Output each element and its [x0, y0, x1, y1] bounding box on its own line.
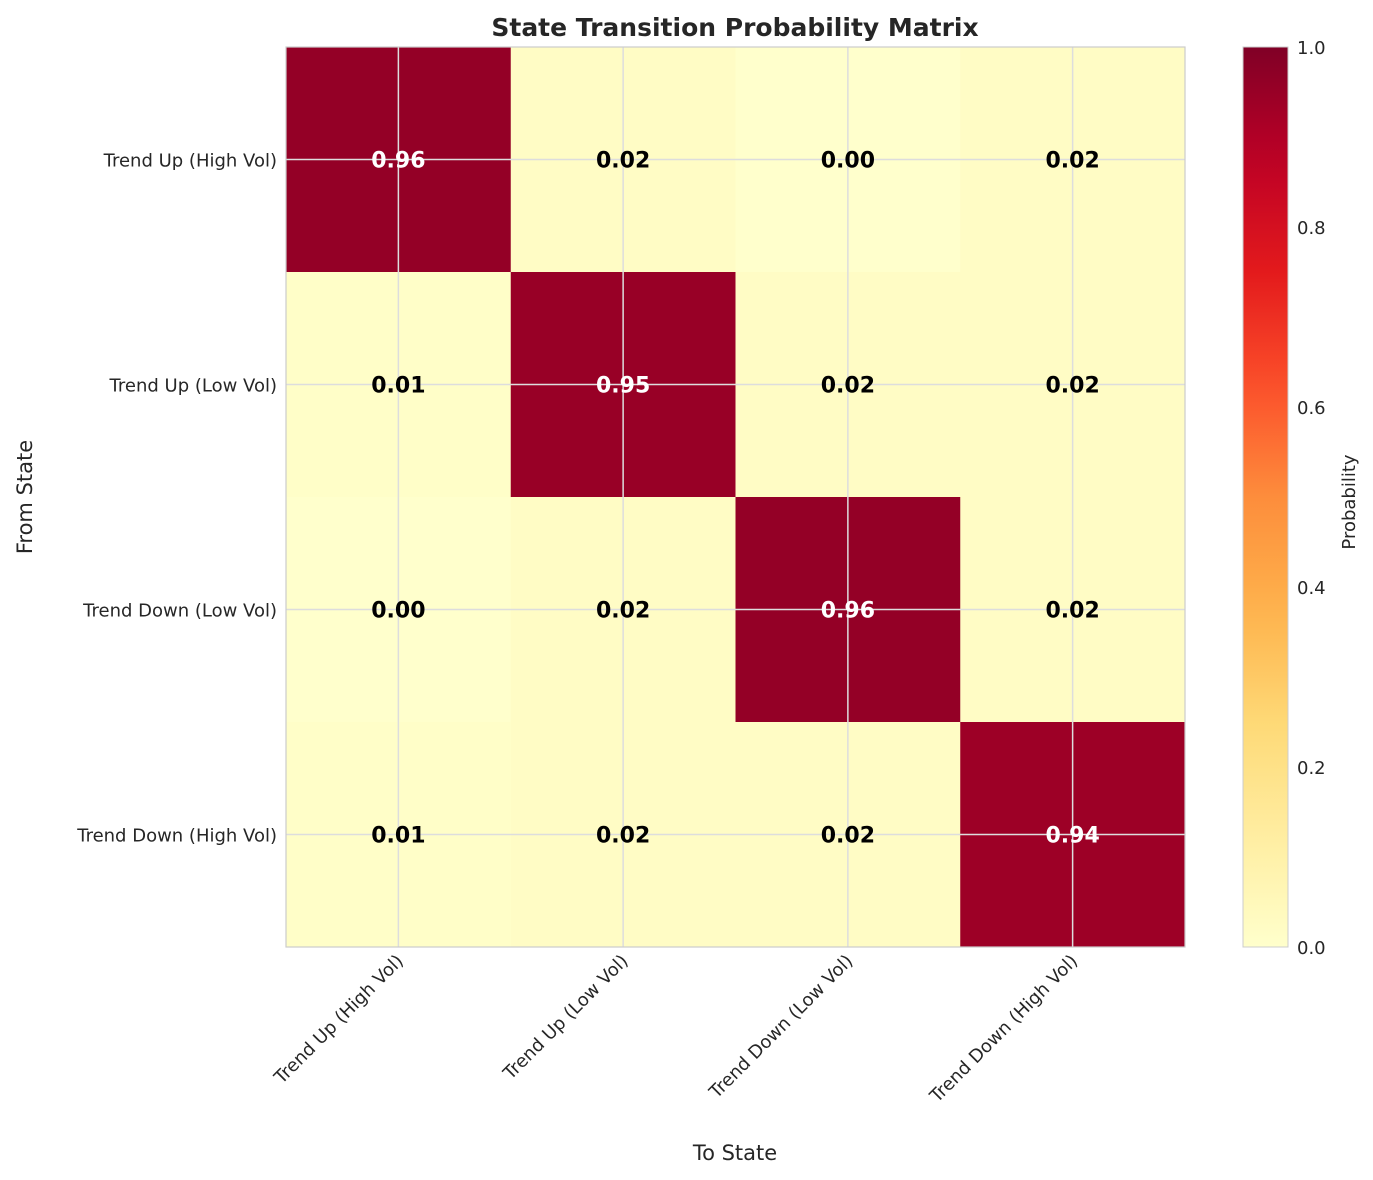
cell-value-label: 0.00 [371, 599, 425, 624]
colorbar-tick-label: 0.8 [1297, 218, 1326, 239]
cell-value-label: 0.02 [821, 824, 875, 849]
x-tick-label: Trend Down (High Vol) [925, 951, 1082, 1108]
colorbar-tick-label: 0.6 [1297, 398, 1326, 419]
chart-title: State Transition Probability Matrix [491, 13, 978, 42]
cell-value-label: 0.96 [821, 599, 875, 624]
cell-value-label: 0.95 [596, 374, 650, 399]
y-tick-label: Trend Down (Low Vol) [82, 601, 277, 622]
x-tick-label: Trend Down (Low Vol) [705, 951, 858, 1104]
cell-value-label: 0.02 [596, 599, 650, 624]
cell-value-label: 0.02 [821, 374, 875, 399]
x-axis-label: To State [692, 1141, 777, 1165]
y-tick-label: Trend Down (High Vol) [76, 826, 277, 847]
colorbar-tick-label: 0.0 [1297, 938, 1326, 959]
y-axis-label: From State [13, 440, 37, 554]
cell-value-label: 0.96 [371, 149, 425, 174]
colorbar-tick-label: 0.2 [1297, 758, 1326, 779]
cell-value-label: 0.02 [1045, 149, 1099, 174]
x-tick-label: Trend Up (Low Vol) [499, 951, 633, 1085]
colorbar-tick-label: 0.4 [1297, 578, 1326, 599]
cell-value-label: 0.01 [371, 824, 425, 849]
plot-frame [285, 46, 1186, 948]
cell-value-label: 0.01 [371, 374, 425, 399]
cell-value-label: 0.02 [1045, 374, 1099, 399]
x-tick-label: Trend Up (High Vol) [270, 951, 408, 1089]
cell-value-label: 0.02 [1045, 599, 1099, 624]
y-tick-label: Trend Up (High Vol) [103, 151, 277, 172]
cell-value-label: 0.02 [596, 824, 650, 849]
colorbar-label: Probability [1339, 454, 1360, 549]
colorbar [1242, 46, 1289, 948]
cell-value-label: 0.94 [1045, 824, 1099, 849]
colorbar-tick-label: 1.0 [1297, 38, 1326, 59]
cell-value-label: 0.02 [596, 149, 650, 174]
cell-value-label: 0.00 [821, 149, 875, 174]
y-tick-label: Trend Up (Low Vol) [109, 376, 277, 397]
